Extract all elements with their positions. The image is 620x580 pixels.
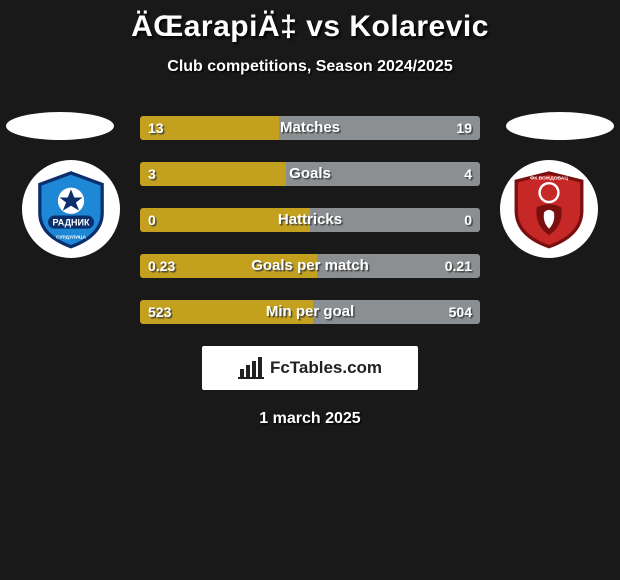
footer-date: 1 march 2025 (0, 410, 620, 428)
svg-text:ФК ВОЖДОВАЦ: ФК ВОЖДОВАЦ (530, 175, 568, 181)
stat-label: Min per goal (140, 300, 480, 324)
player-right-oval (506, 112, 614, 140)
club-badge-right: ФК ВОЖДОВАЦ (508, 168, 590, 250)
stat-value-right: 19 (456, 116, 472, 140)
stat-value-right: 0 (464, 208, 472, 232)
stat-row: 0 Hattricks 0 (140, 208, 480, 232)
stat-label: Goals (140, 162, 480, 186)
comparison-panel: РАДНИК СУРДУЛИЦА ФК ВОЖДОВАЦ 13 Matches (0, 116, 620, 428)
stats-list: 13 Matches 19 3 Goals 4 0 Hattricks 0 (140, 116, 480, 324)
shield-icon: ФК ВОЖДОВАЦ (508, 168, 590, 250)
stat-value-right: 0.21 (445, 254, 472, 278)
club-logo-right: ФК ВОЖДОВАЦ (500, 160, 598, 258)
stat-row: 3 Goals 4 (140, 162, 480, 186)
svg-text:РАДНИК: РАДНИК (53, 217, 90, 227)
brand-box: FcTables.com (202, 346, 418, 390)
stat-label: Hattricks (140, 208, 480, 232)
stat-label: Matches (140, 116, 480, 140)
stat-row: 13 Matches 19 (140, 116, 480, 140)
bar-chart-icon (238, 357, 264, 379)
shield-icon: РАДНИК СУРДУЛИЦА (30, 168, 112, 250)
stat-value-right: 4 (464, 162, 472, 186)
page-subtitle: Club competitions, Season 2024/2025 (0, 58, 620, 76)
club-logo-left: РАДНИК СУРДУЛИЦА (22, 160, 120, 258)
stat-row: 0.23 Goals per match 0.21 (140, 254, 480, 278)
svg-text:СУРДУЛИЦА: СУРДУЛИЦА (56, 235, 86, 241)
brand-text: FcTables.com (270, 358, 382, 378)
stat-value-right: 504 (449, 300, 472, 324)
stat-label: Goals per match (140, 254, 480, 278)
player-left-oval (6, 112, 114, 140)
club-badge-left: РАДНИК СУРДУЛИЦА (30, 168, 112, 250)
page-title: ÄŒarapiÄ‡ vs Kolarevic (0, 0, 620, 44)
stat-row: 523 Min per goal 504 (140, 300, 480, 324)
